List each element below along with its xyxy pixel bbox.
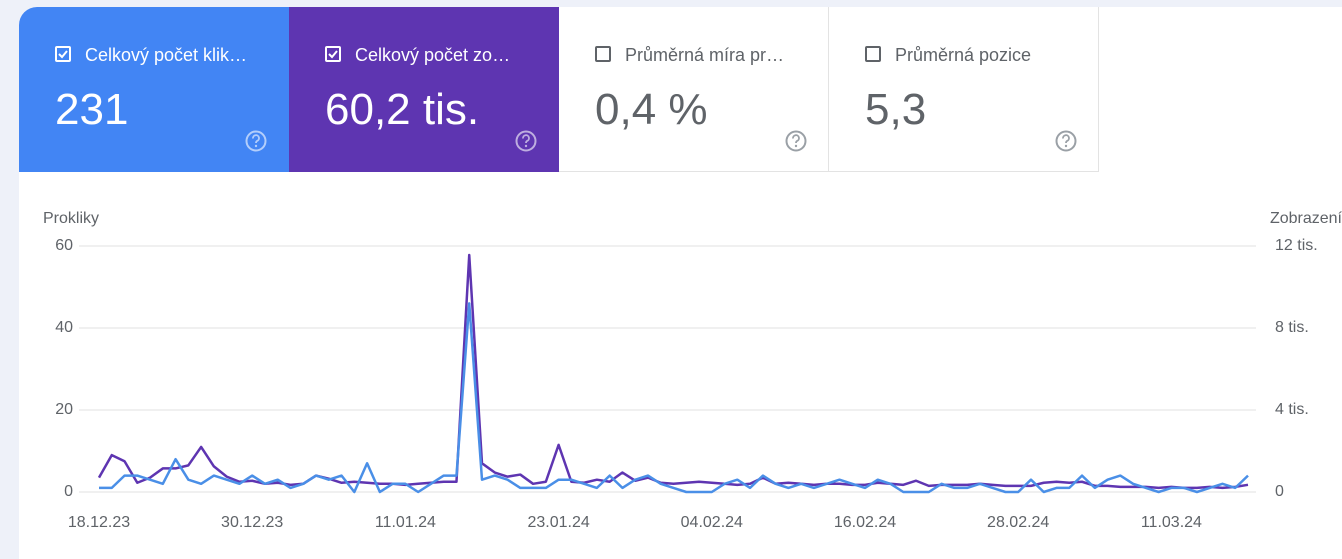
x-tick-label: 28.02.24 xyxy=(987,514,1049,531)
help-circle xyxy=(245,130,267,152)
y2-tick-label: 8 tis. xyxy=(1275,319,1309,336)
check-mark xyxy=(328,50,338,59)
metric-value: 231 xyxy=(55,85,129,134)
help-q xyxy=(252,134,260,144)
help-q xyxy=(792,134,800,144)
metric-label: Celkový počet klik… xyxy=(85,45,248,65)
help-dot xyxy=(794,144,798,148)
metric-value: 60,2 tis. xyxy=(325,85,480,134)
help-circle xyxy=(515,130,537,152)
help-q xyxy=(522,134,530,144)
metric-card[interactable]: Celkový počet zo… 60,2 tis. xyxy=(289,7,559,172)
checkbox[interactable] xyxy=(55,46,71,62)
help-dot xyxy=(1064,144,1068,148)
chart: Prokliky Zobrazení 0 20 40 60 0 4 tis. 8 tis. 12 … xyxy=(43,210,1342,531)
help-dot xyxy=(254,144,258,148)
check-mark xyxy=(58,50,68,59)
metric-label: Průměrná pozice xyxy=(895,45,1032,65)
checkbox[interactable] xyxy=(595,46,611,62)
help-circle xyxy=(1055,130,1077,152)
x-tick-label: 04.02.24 xyxy=(681,514,743,531)
performance-panel: Prokliky Zobrazení 0 20 40 60 0 4 tis. 8 tis. 12 … xyxy=(19,7,1342,559)
help-icon[interactable] xyxy=(785,130,807,157)
metric-card[interactable]: Průměrná míra pr… 0,4 % xyxy=(559,7,829,172)
y-tick-label: 60 xyxy=(55,237,73,254)
help-glyph xyxy=(245,130,267,152)
checkbox[interactable] xyxy=(325,46,341,62)
y2-axis-title: Zobrazení xyxy=(1270,210,1342,227)
series-line xyxy=(99,302,1249,494)
y2-tick-label: 0 xyxy=(1275,483,1284,500)
y-tick-label: 20 xyxy=(55,401,73,418)
metric-value: 5,3 xyxy=(865,85,927,134)
y-axis-title: Prokliky xyxy=(43,210,99,227)
metric-card[interactable]: Celkový počet klik… 231 xyxy=(19,7,289,172)
y-tick-label: 40 xyxy=(55,319,73,336)
metric-card[interactable]: Průměrná pozice 5,3 xyxy=(829,7,1099,172)
help-icon[interactable] xyxy=(1055,130,1077,157)
x-tick-label: 30.12.23 xyxy=(221,514,283,531)
y2-tick-label: 12 tis. xyxy=(1275,237,1318,254)
x-tick-label: 11.03.24 xyxy=(1141,514,1202,531)
metric-label: Celkový počet zo… xyxy=(355,45,511,65)
help-dot xyxy=(524,144,528,148)
metric-value: 0,4 % xyxy=(595,85,708,134)
help-glyph xyxy=(515,130,537,152)
help-glyph xyxy=(1055,130,1077,152)
y2-tick-label: 4 tis. xyxy=(1275,401,1309,418)
help-q xyxy=(1062,134,1070,144)
y-tick-label: 0 xyxy=(64,483,73,500)
help-circle xyxy=(785,130,807,152)
help-icon[interactable] xyxy=(245,130,267,157)
metric-label: Průměrná míra pr… xyxy=(625,45,785,65)
x-tick-label: 23.01.24 xyxy=(527,514,589,531)
x-tick-label: 16.02.24 xyxy=(834,514,896,531)
x-tick-label: 11.01.24 xyxy=(375,514,436,531)
help-icon[interactable] xyxy=(515,130,537,157)
metric-cards: Celkový počet klik… 231 Celkový počet zo… 6… xyxy=(19,7,1099,172)
checkbox[interactable] xyxy=(865,46,881,62)
x-tick-label: 18.12.23 xyxy=(68,514,130,531)
help-glyph xyxy=(785,130,807,152)
series-line xyxy=(97,253,1249,490)
